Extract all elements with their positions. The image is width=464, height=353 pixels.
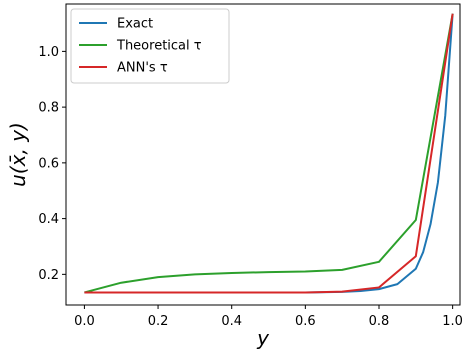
x-axis-label: y — [256, 326, 270, 350]
x-tick-label: 0.6 — [295, 314, 316, 329]
x-tick-label: 0.0 — [74, 314, 95, 329]
y-tick-label: 0.4 — [38, 212, 59, 227]
legend-entry-1: Theoretical τ — [116, 39, 202, 54]
legend-entry-2: ANN's τ — [117, 61, 168, 76]
series-line-1 — [84, 13, 454, 294]
series-layer — [84, 13, 454, 294]
x-tick-label: 0.2 — [148, 314, 169, 329]
x-axis: 0.0 0.2 0.4 0.6 0.8 1.0 — [74, 305, 463, 329]
y-axis-label: u(x̄, y) — [6, 122, 30, 187]
x-tick-label: 1.0 — [442, 314, 463, 329]
y-tick-label: 0.8 — [38, 101, 59, 116]
legend: Exact Theoretical τ ANN's τ — [70, 8, 230, 84]
y-tick-label: 1.0 — [38, 45, 59, 60]
y-tick-label: 0.6 — [38, 156, 59, 171]
x-tick-label: 0.4 — [221, 314, 242, 329]
y-tick-label: 0.2 — [38, 268, 59, 283]
y-axis: 0.2 0.4 0.6 0.8 1.0 — [38, 45, 66, 283]
series-line-2 — [84, 13, 454, 294]
legend-box — [70, 8, 230, 84]
legend-entry-0: Exact — [117, 17, 153, 32]
x-tick-label: 0.8 — [369, 314, 390, 329]
